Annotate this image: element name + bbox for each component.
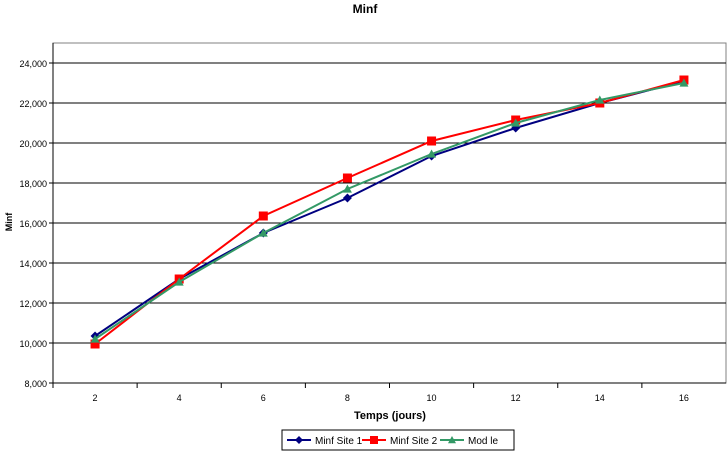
marker-triangle xyxy=(595,95,605,104)
legend-label: Minf Site 1 xyxy=(315,436,363,447)
marker-triangle xyxy=(342,184,352,193)
marker-triangle xyxy=(90,334,100,343)
marker-square xyxy=(90,339,100,349)
y-tick-label: 20,000 xyxy=(19,139,47,149)
x-tick-label: 10 xyxy=(427,393,437,403)
y-tick-label: 24,000 xyxy=(19,59,47,69)
x-tick-label: 8 xyxy=(345,393,350,403)
marker-triangle xyxy=(511,118,521,127)
chart-title: Minf xyxy=(353,2,379,16)
x-axis-label: Temps (jours) xyxy=(354,410,426,422)
marker-square xyxy=(258,211,268,221)
marker-triangle xyxy=(448,436,456,444)
y-tick-label: 22,000 xyxy=(19,99,47,109)
x-tick-label: 12 xyxy=(511,393,521,403)
legend-box xyxy=(281,429,515,451)
y-tick-label: 16,000 xyxy=(19,219,47,229)
marker-square xyxy=(370,436,378,444)
legend: Minf Site 1 Minf Site 2 Mod le xyxy=(281,429,515,451)
legend-label: Mod le xyxy=(468,436,498,447)
marker-triangle xyxy=(258,228,268,237)
y-tick-label: 10,000 xyxy=(19,339,47,349)
series-mod-le xyxy=(90,78,689,343)
marker-triangle xyxy=(174,277,184,286)
marker-diamond xyxy=(342,193,352,203)
marker-triangle xyxy=(427,149,437,158)
marker-triangle xyxy=(679,78,689,87)
x-tick-label: 2 xyxy=(93,393,98,403)
y-axis-label: Minf xyxy=(4,212,14,231)
series-line xyxy=(94,80,685,337)
x-tick-label: 16 xyxy=(679,393,689,403)
marker-diamond xyxy=(295,436,303,444)
x-tick-label: 4 xyxy=(177,393,182,403)
y-tick-label: 18,000 xyxy=(19,179,47,189)
x-tick-label: 14 xyxy=(595,393,605,403)
marker-square xyxy=(342,173,352,183)
series-line xyxy=(94,79,685,345)
x-tick-label: 6 xyxy=(261,393,266,403)
y-tick-label: 12,000 xyxy=(19,299,47,309)
legend-label: Minf Site 2 xyxy=(390,436,438,447)
series-line xyxy=(94,82,685,340)
y-tick-label: 14,000 xyxy=(19,259,47,269)
marker-square xyxy=(427,136,437,146)
y-tick-label: 8,000 xyxy=(24,379,47,389)
